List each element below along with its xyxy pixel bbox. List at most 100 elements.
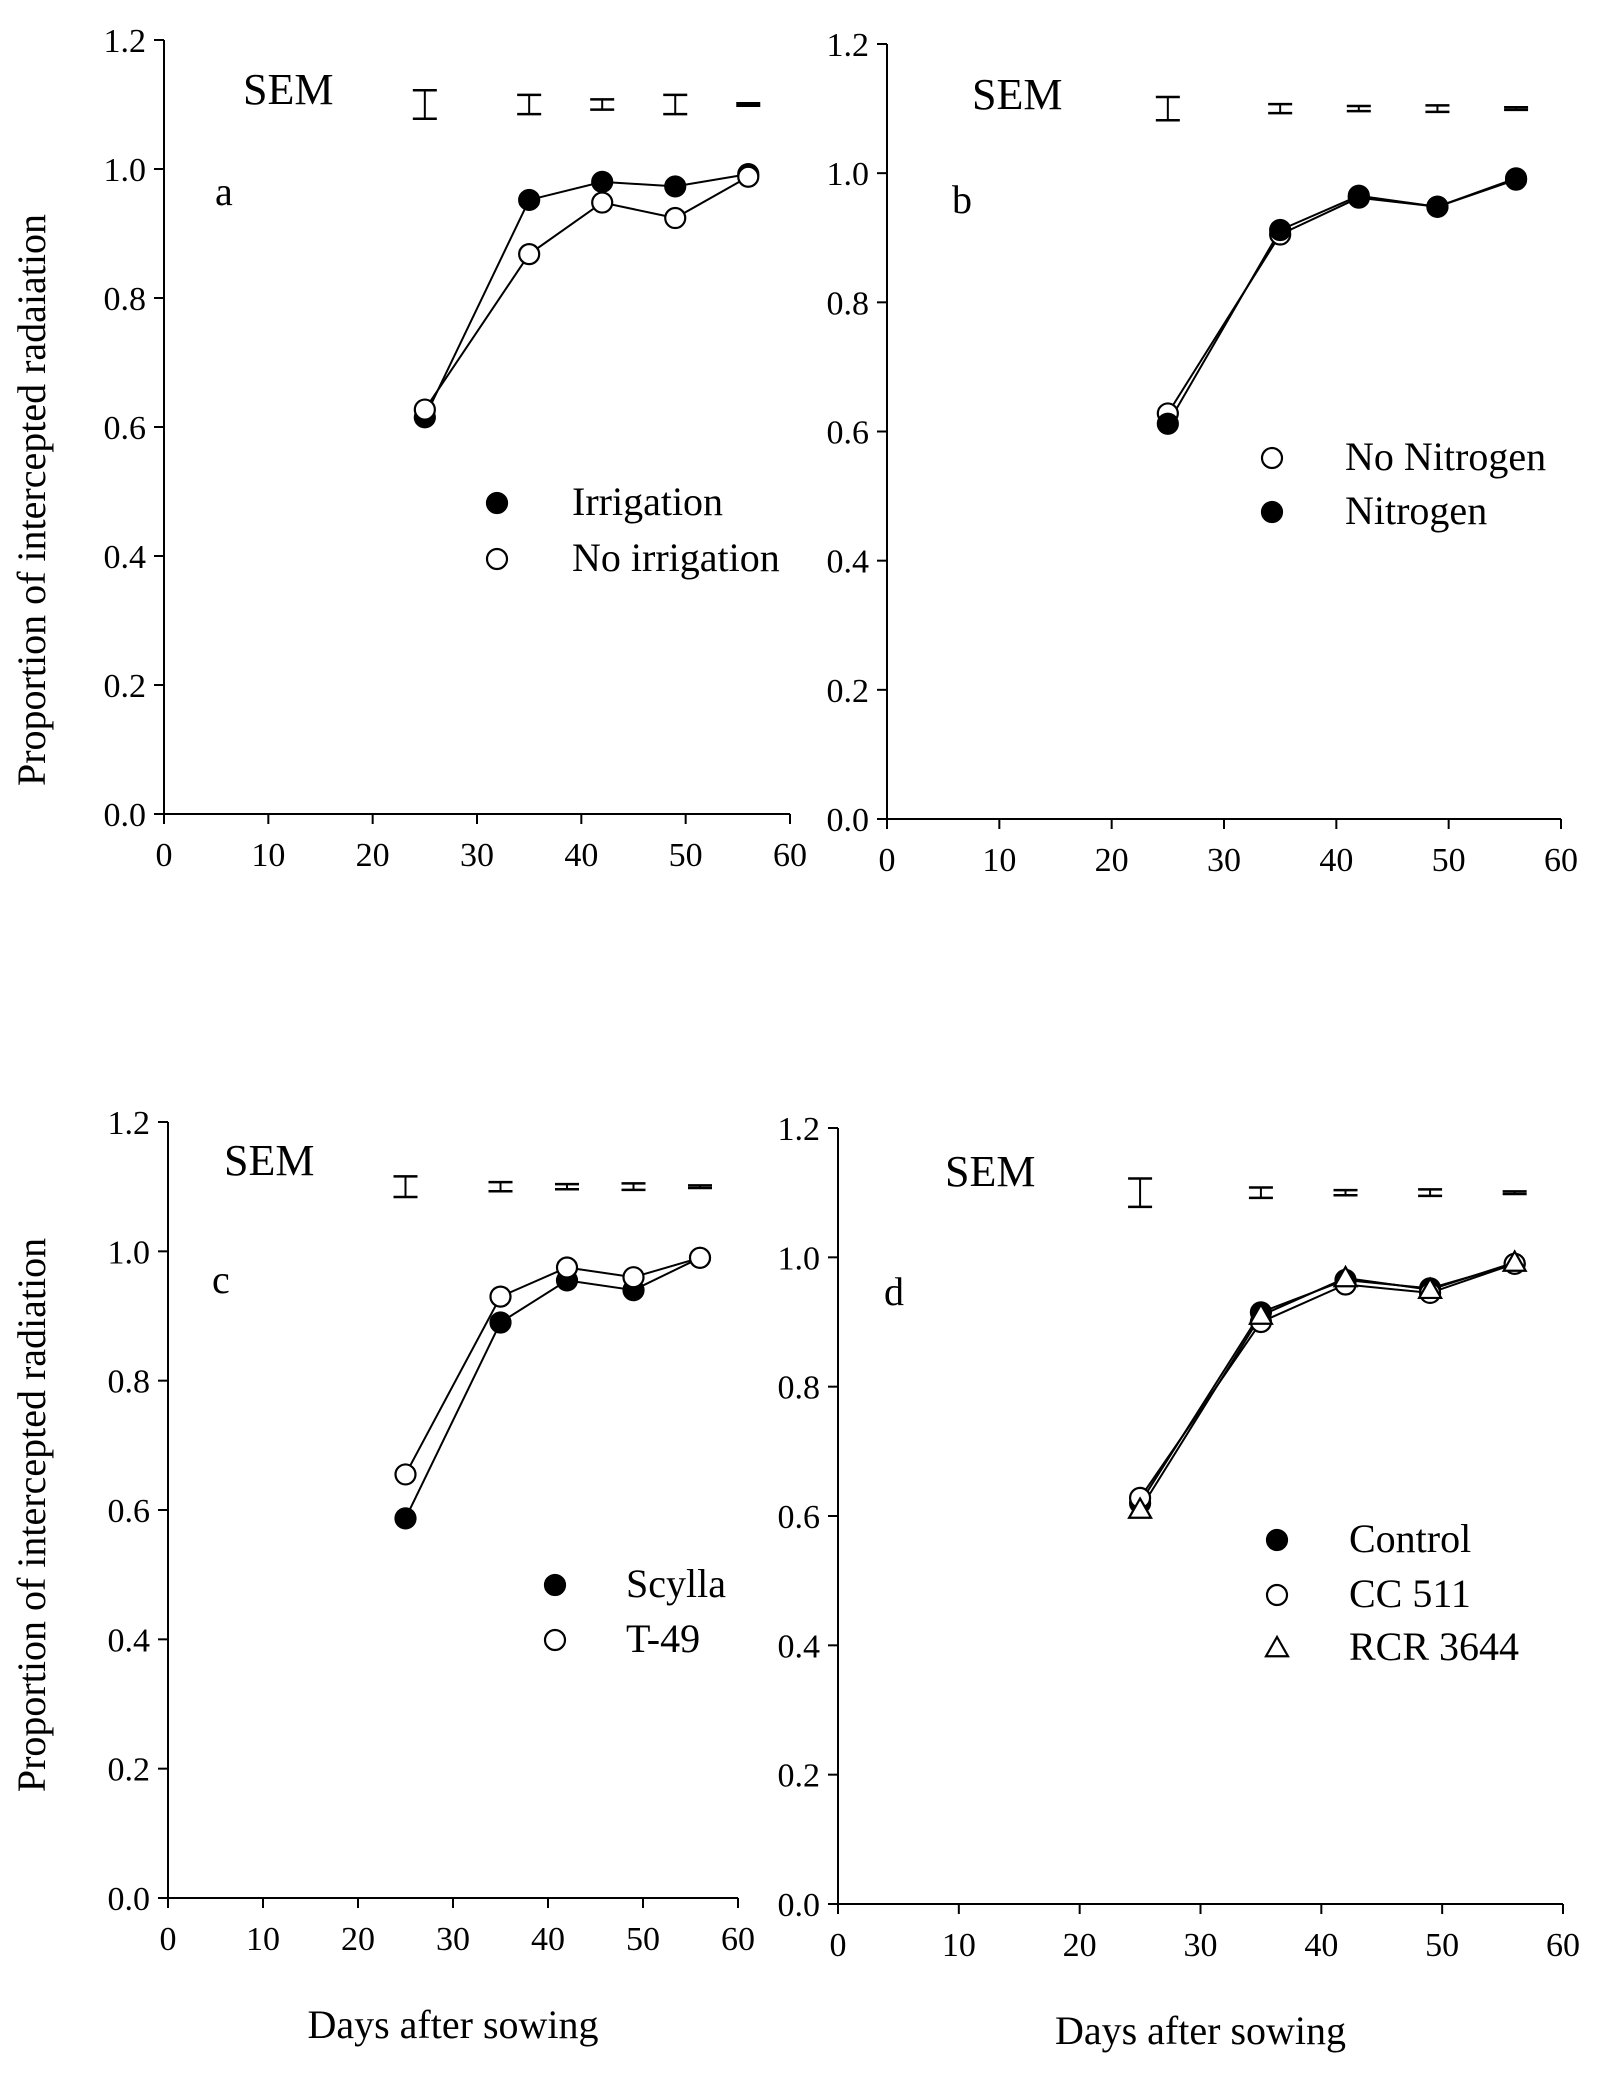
x-tick-label: 10 xyxy=(246,1921,280,1958)
y-tick-label: 0.2 xyxy=(104,668,147,705)
series-line-1 xyxy=(1139,1262,1515,1499)
sem-error-bar xyxy=(1425,104,1450,114)
data-point xyxy=(1504,167,1528,190)
legend-marker xyxy=(1260,446,1284,470)
sem-error-bar xyxy=(688,1184,712,1190)
data-point xyxy=(1269,218,1292,242)
series-line-0 xyxy=(404,1256,701,1519)
sem-label: SEM xyxy=(945,1147,1035,1196)
x-tick-label: 60 xyxy=(1544,842,1578,879)
data-point xyxy=(1501,1249,1528,1272)
panel-b: 0 10 20 30 40 50 60 0.0 0.2 0.4 0.6 0.8 1.0 1.2 b SEM No… xyxy=(827,27,1579,879)
y-tick-label: 1.2 xyxy=(104,23,147,60)
y-tick-label: 1.0 xyxy=(778,1240,821,1277)
x-tick-label: 60 xyxy=(773,837,807,874)
legend-label: No irrigation xyxy=(572,535,780,580)
x-tick-label: 20 xyxy=(1095,842,1129,879)
x-tick-label: 30 xyxy=(1207,842,1241,879)
data-point xyxy=(489,1311,512,1334)
x-tick-label: 10 xyxy=(251,837,285,874)
sem-error-bar xyxy=(736,101,761,108)
data-point xyxy=(1127,1496,1153,1519)
legend-label: Irrigation xyxy=(572,479,723,524)
series-line-0 xyxy=(423,173,749,418)
x-tick-label: 60 xyxy=(1546,1927,1580,1964)
panel-letter: a xyxy=(215,169,233,214)
legend-label: RCR 3644 xyxy=(1349,1624,1519,1669)
data-point xyxy=(413,398,436,421)
sem-error-bar xyxy=(1502,1190,1527,1196)
y-tick-label: 1.2 xyxy=(108,1105,151,1142)
data-point xyxy=(394,1507,417,1530)
legend-marker xyxy=(543,1573,567,1597)
y-tick-label: 0.6 xyxy=(104,410,147,447)
series-line-2 xyxy=(1139,1261,1515,1511)
y-tick-label: 0.0 xyxy=(778,1887,821,1924)
x-tick-label: 0 xyxy=(830,1927,847,1964)
data-point xyxy=(688,1246,712,1269)
sem-error-bar xyxy=(1504,106,1529,112)
sem-error-bar xyxy=(1346,104,1371,113)
x-tick-label: 50 xyxy=(1432,842,1466,879)
sem-error-bar xyxy=(1268,102,1293,115)
data-point xyxy=(1347,184,1370,207)
data-point xyxy=(591,170,614,193)
sem-error-bar xyxy=(1333,1188,1358,1197)
y-tick-label: 0.8 xyxy=(104,281,147,318)
panel-letter: d xyxy=(884,1269,904,1314)
y-tick-label: 0.4 xyxy=(827,544,870,581)
y-tick-label: 0.8 xyxy=(827,285,870,322)
legend-marker xyxy=(1260,500,1284,524)
legend: No Nitrogen Nitrogen xyxy=(1260,434,1546,533)
sem-label: SEM xyxy=(243,65,333,114)
data-point xyxy=(1426,195,1449,218)
x-axis-title: Days after sowing xyxy=(307,2002,598,2047)
x-tick-label: 30 xyxy=(436,1921,470,1958)
panel-letter: c xyxy=(212,1257,230,1302)
y-tick-label: 1.0 xyxy=(104,152,147,189)
sem-error-bar xyxy=(393,1175,418,1199)
y-axis-title: Proportion of intercepted radaiation xyxy=(9,214,54,786)
x-tick-label: 50 xyxy=(1425,1927,1459,1964)
y-tick-label: 0.0 xyxy=(827,802,870,839)
sem-error-bar xyxy=(555,1182,579,1191)
data-point xyxy=(1248,1302,1274,1325)
x-tick-label: 40 xyxy=(564,837,598,874)
legend: Control CC 511 RCR 3644 xyxy=(1264,1516,1519,1669)
x-tick-label: 50 xyxy=(669,837,703,874)
data-point xyxy=(591,191,614,214)
panel-a: 0 10 20 30 40 50 60 0.0 0.2 0.4 0.6 0.8 1.0 1.2 Propor… xyxy=(9,23,807,874)
y-tick-label: 1.0 xyxy=(827,156,870,193)
x-tick-label: 20 xyxy=(356,837,390,874)
x-tick-label: 0 xyxy=(156,837,173,874)
y-tick-label: 0.2 xyxy=(108,1752,151,1789)
sem-error-bar xyxy=(1248,1186,1273,1200)
data-point xyxy=(394,1463,417,1486)
x-tick-label: 20 xyxy=(1063,1927,1097,1964)
x-tick-label: 40 xyxy=(1304,1927,1338,1964)
x-tick-label: 20 xyxy=(341,1921,375,1958)
sem-error-bar xyxy=(1128,1177,1153,1209)
y-tick-label: 0.0 xyxy=(104,797,147,834)
data-point xyxy=(1156,412,1179,435)
y-tick-label: 1.2 xyxy=(827,27,870,64)
y-tick-label: 0.6 xyxy=(778,1499,821,1536)
data-point xyxy=(1332,1264,1359,1288)
x-tick-label: 0 xyxy=(879,842,896,879)
y-tick-label: 1.0 xyxy=(108,1234,151,1271)
legend-marker xyxy=(1265,1583,1289,1607)
x-tick-label: 30 xyxy=(460,837,494,874)
series-line-0 xyxy=(1139,1262,1515,1504)
data-point xyxy=(518,188,541,212)
sem-label: SEM xyxy=(224,1136,314,1185)
legend-marker xyxy=(485,547,509,571)
y-tick-label: 0.4 xyxy=(108,1622,151,1659)
y-tick-label: 0.6 xyxy=(827,415,870,452)
x-axis-title: Days after sowing xyxy=(1055,2008,1346,2053)
legend-marker xyxy=(1264,1634,1290,1658)
data-point xyxy=(622,1266,645,1289)
sem-error-bar xyxy=(621,1182,646,1192)
y-tick-label: 0.6 xyxy=(108,1493,151,1530)
x-tick-label: 10 xyxy=(982,842,1016,879)
